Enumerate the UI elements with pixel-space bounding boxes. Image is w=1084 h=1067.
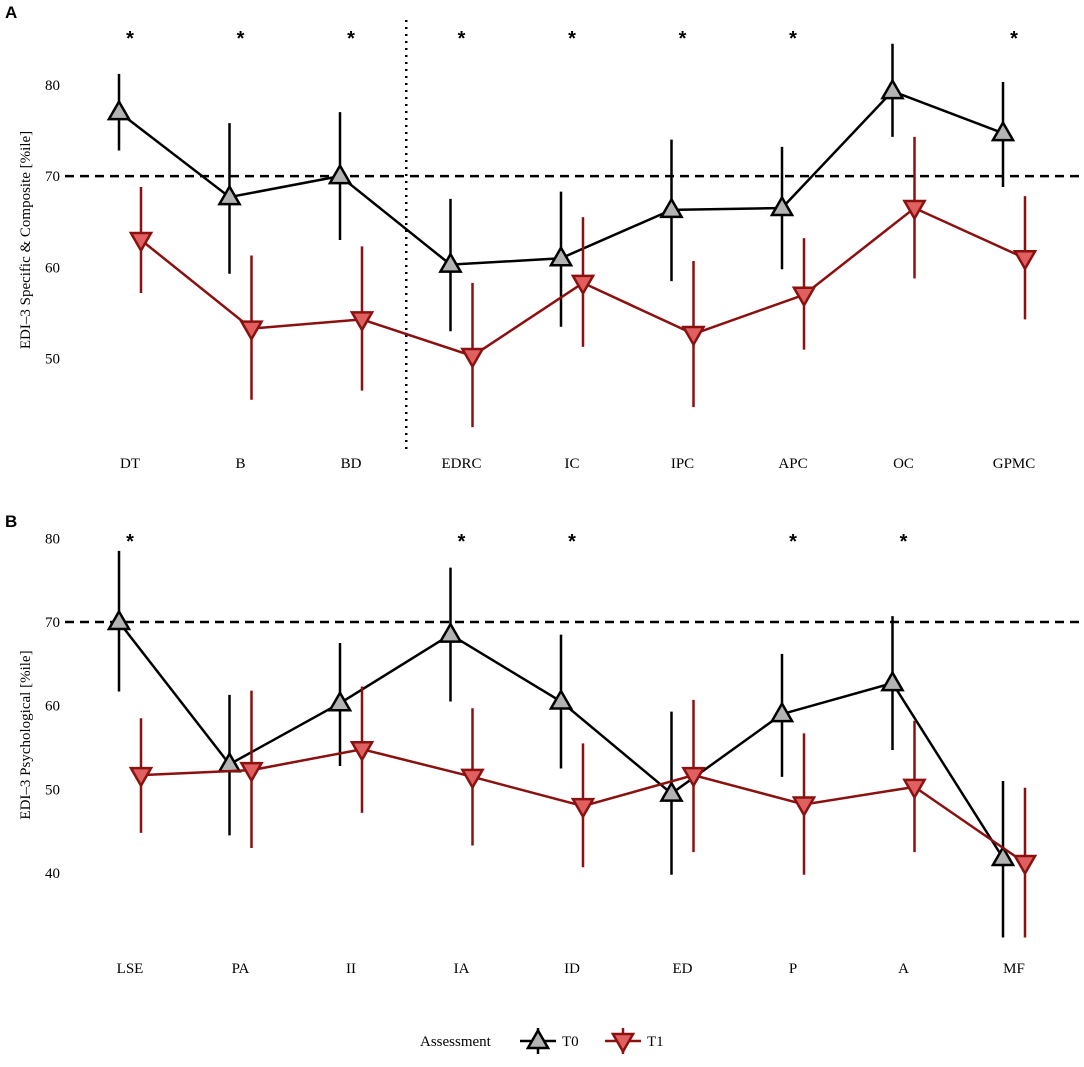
data-point bbox=[106, 609, 132, 631]
data-point bbox=[769, 701, 795, 723]
significance-marker: * bbox=[126, 28, 134, 50]
data-point bbox=[570, 274, 596, 296]
significance-marker: * bbox=[1010, 28, 1018, 50]
data-point bbox=[659, 196, 684, 219]
significance-marker: * bbox=[900, 531, 908, 553]
y-tick-label: 60 bbox=[45, 699, 60, 715]
data-point bbox=[990, 844, 1016, 867]
x-tick-label: A bbox=[898, 961, 909, 977]
data-point bbox=[548, 688, 574, 710]
data-point bbox=[349, 740, 375, 763]
panel-letter: B bbox=[5, 512, 17, 531]
data-point bbox=[902, 199, 927, 222]
series-t1 bbox=[128, 136, 1038, 428]
significance-marker: * bbox=[789, 28, 797, 50]
y-tick-label: 80 bbox=[45, 78, 60, 94]
series-t0 bbox=[106, 43, 1016, 332]
legend-entry-t1: T1 bbox=[605, 1028, 664, 1055]
x-tick-label: P bbox=[789, 961, 797, 977]
significance-marker: * bbox=[347, 28, 355, 50]
significance-marker: * bbox=[458, 531, 466, 553]
x-tick-label: ED bbox=[673, 961, 693, 977]
panel-letter: A bbox=[5, 3, 17, 22]
x-tick-label: MF bbox=[1003, 961, 1025, 977]
series-t1 bbox=[128, 686, 1038, 938]
data-point bbox=[570, 797, 596, 820]
data-point bbox=[327, 690, 353, 712]
data-point bbox=[217, 184, 242, 206]
data-point bbox=[990, 120, 1016, 142]
data-point bbox=[1012, 250, 1038, 272]
y-tick-label: 50 bbox=[45, 782, 60, 798]
legend-label: T0 bbox=[562, 1034, 579, 1050]
data-point bbox=[1012, 854, 1038, 877]
y-tick-label: 70 bbox=[45, 169, 60, 185]
data-point bbox=[880, 78, 905, 100]
series-t0 bbox=[106, 550, 1016, 938]
data-point bbox=[106, 99, 132, 121]
x-tick-label: GPMC bbox=[993, 456, 1036, 472]
data-point bbox=[791, 796, 817, 818]
x-tick-label: IPC bbox=[671, 456, 694, 472]
data-point bbox=[769, 195, 795, 217]
significance-marker: * bbox=[568, 28, 576, 50]
x-tick-label: APC bbox=[778, 456, 807, 472]
x-tick-label: BD bbox=[341, 456, 362, 472]
y-tick-label: 60 bbox=[45, 260, 60, 276]
data-point bbox=[239, 761, 264, 784]
y-tick-label: 50 bbox=[45, 352, 60, 368]
data-point bbox=[902, 778, 927, 800]
panel-a: A EDI–3 Specific & Composite [%ile] 50 60 70… bbox=[5, 3, 1084, 472]
y-tick-label: 40 bbox=[45, 866, 60, 882]
data-point bbox=[880, 670, 905, 692]
data-point bbox=[659, 780, 684, 802]
data-point bbox=[438, 251, 463, 273]
x-tick-label: II bbox=[346, 961, 356, 977]
legend: Assessment T0 T1 bbox=[420, 1027, 664, 1055]
data-point bbox=[460, 768, 485, 790]
data-point bbox=[128, 231, 154, 254]
x-tick-label: ID bbox=[564, 961, 580, 977]
legend-label: T1 bbox=[647, 1034, 664, 1050]
data-point bbox=[327, 163, 353, 185]
y-tick-label: 70 bbox=[45, 615, 60, 631]
significance-marker: * bbox=[126, 531, 134, 553]
x-tick-label: DT bbox=[120, 456, 140, 472]
y-axis-label: EDI–3 Specific & Composite [%ile] bbox=[18, 131, 34, 349]
y-axis-label: EDI–3 Psychological [%ile] bbox=[18, 650, 34, 819]
y-tick-label: 80 bbox=[45, 531, 60, 547]
data-point bbox=[349, 311, 375, 333]
legend-title: Assessment bbox=[420, 1034, 492, 1050]
legend-entry-t0: T0 bbox=[520, 1027, 579, 1054]
legend-marker bbox=[525, 1027, 551, 1050]
significance-marker: * bbox=[568, 531, 576, 553]
significance-marker: * bbox=[789, 531, 797, 553]
data-point bbox=[239, 320, 264, 342]
data-point bbox=[548, 245, 574, 267]
x-tick-label: LSE bbox=[117, 961, 144, 977]
legend-marker bbox=[610, 1032, 636, 1055]
x-tick-label: EDRC bbox=[441, 456, 481, 472]
data-point bbox=[128, 766, 154, 789]
significance-marker: * bbox=[237, 28, 245, 50]
x-tick-label: PA bbox=[232, 961, 250, 977]
x-tick-label: IA bbox=[454, 961, 470, 977]
x-tick-label: OC bbox=[893, 456, 914, 472]
significance-marker: * bbox=[458, 28, 466, 50]
significance-marker: * bbox=[679, 28, 687, 50]
data-point bbox=[460, 347, 485, 369]
panel-b: B EDI–3 Psychological [%ile] 40 50 60 70 80 LSE… bbox=[5, 512, 1084, 977]
data-point bbox=[791, 286, 817, 308]
data-point bbox=[681, 325, 706, 348]
x-tick-label: IC bbox=[565, 456, 580, 472]
data-point bbox=[681, 766, 706, 789]
x-tick-label: B bbox=[235, 456, 245, 472]
data-point bbox=[438, 621, 463, 643]
